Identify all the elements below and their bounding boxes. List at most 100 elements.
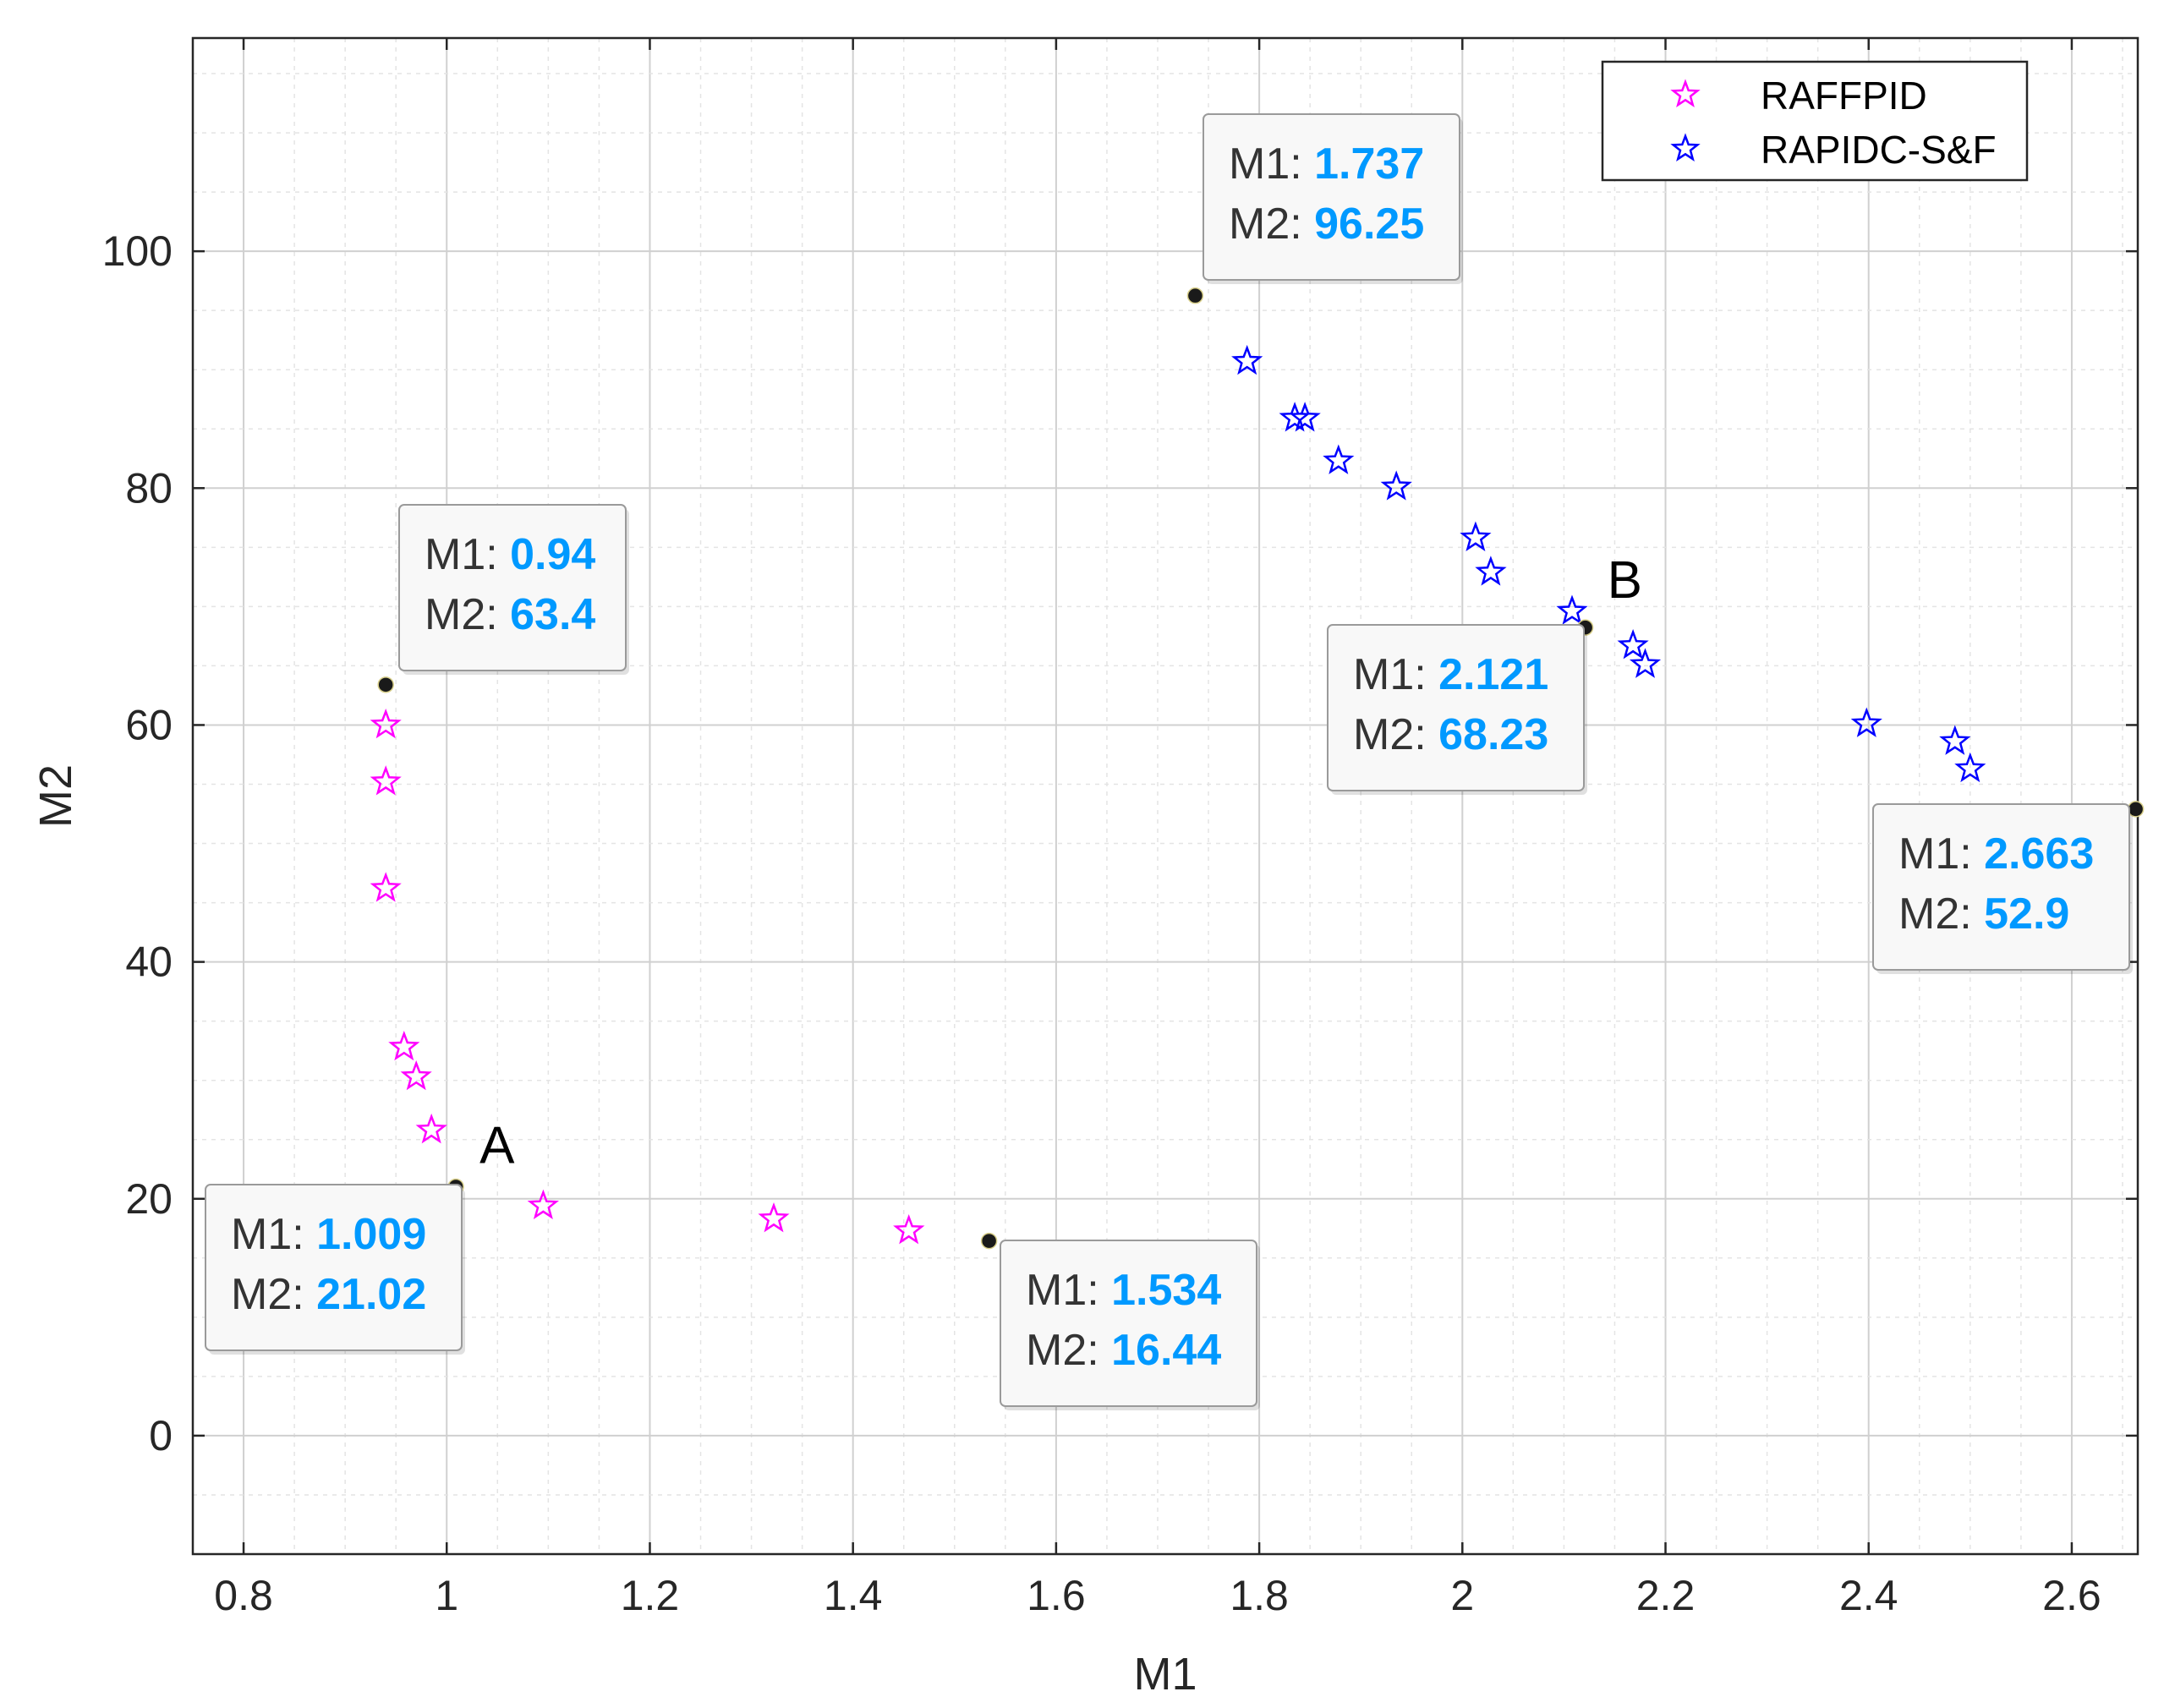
- y-tick-label: 100: [102, 227, 173, 275]
- x-tick-label: 0.8: [214, 1572, 273, 1619]
- highlighted-points: [377, 287, 2145, 1250]
- legend-box: [1601, 60, 2029, 182]
- plot-area: [191, 36, 2139, 1556]
- y-tick-label: 80: [125, 464, 173, 512]
- x-tick-label: 1: [435, 1572, 458, 1619]
- data-point: [758, 1202, 790, 1233]
- datatip-box: [1000, 1240, 1257, 1407]
- datatip-m1-line: M1: 2.663: [1898, 829, 2094, 879]
- legend-marker-raffpid: [1670, 79, 1701, 107]
- x-tick-label: 2: [1450, 1572, 1474, 1619]
- datatip-box: [1327, 624, 1585, 791]
- datatip-m2-value: 52.9: [1984, 890, 2069, 939]
- data-point: [415, 1113, 447, 1144]
- data-point: [1279, 402, 1311, 432]
- datatip-m1-line: M1: 1.737: [1229, 140, 1424, 189]
- datatip: M1: 1.534 M2: 16.44: [1000, 1240, 1260, 1410]
- highlighted-point: [377, 676, 394, 693]
- data-point: [1380, 470, 1412, 501]
- legend-entry-rapidc-sf: RAPIDC-S&F: [1761, 128, 1997, 172]
- datatip-m2-line: M2: 63.4: [425, 590, 595, 639]
- datatip-m1-line: M1: 1.534: [1026, 1266, 1221, 1315]
- datatip-m2-line: M2: 21.02: [231, 1270, 426, 1319]
- x-tick-label: 1.6: [1027, 1572, 1086, 1619]
- axis-ticks: 0.8 1 1.2 1.4 1.6 1.8 2 2.2 2.4 2.6 0 20 40 60 80 100: [102, 38, 2138, 1619]
- datatip-m1-value: 1.737: [1314, 140, 1424, 189]
- data-point: [1475, 556, 1507, 586]
- legend-marker-rapidc-sf: [1670, 133, 1701, 161]
- data-point: [1954, 752, 1986, 783]
- datatip-box: [1872, 803, 2130, 971]
- data-point: [1850, 707, 1882, 737]
- data-point: [1556, 594, 1588, 625]
- datatip-m2-value: 16.44: [1111, 1326, 1221, 1375]
- datatip-m2-value: 21.02: [316, 1270, 426, 1319]
- data-point: [370, 765, 402, 796]
- grid: [192, 38, 2138, 1555]
- datatip-m1-value: 2.121: [1438, 650, 1548, 699]
- x-tick-label: 1.2: [621, 1572, 680, 1619]
- data-point: [893, 1214, 925, 1245]
- y-tick-label: 40: [125, 939, 173, 986]
- data-series: [370, 344, 1986, 1245]
- datatip-box: [205, 1184, 463, 1351]
- datatip: M1: 0.94 M2: 63.4: [398, 504, 629, 675]
- legend-entry-raffpid: RAFFPID: [1761, 74, 1927, 118]
- datatip-m1-line: M1: 1.009: [231, 1210, 426, 1259]
- data-point: [1231, 344, 1263, 375]
- datatip-m1-value: 1.534: [1111, 1266, 1221, 1315]
- datatip-m2-value: 68.23: [1438, 710, 1548, 759]
- datatip-m1-key: M1:: [1229, 140, 1314, 189]
- data-point: [400, 1059, 432, 1091]
- datatip-m1-line: M1: 0.94: [425, 530, 595, 579]
- datatip-m2-line: M2: 96.25: [1229, 200, 1424, 249]
- legend: RAFFPID RAPIDC-S&F: [1601, 60, 2029, 182]
- data-point: [388, 1030, 420, 1061]
- data-point: [370, 872, 402, 902]
- datatip-m2-line: M2: 16.44: [1026, 1326, 1221, 1375]
- datatip-box: [1203, 113, 1460, 281]
- x-tick-label: 2.6: [2042, 1572, 2101, 1619]
- point-label-b: B: [1608, 551, 1642, 610]
- x-axis-label: M1: [1133, 1649, 1197, 1700]
- datatip-m2-value: 96.25: [1314, 200, 1424, 249]
- datatip-m1-value: 2.663: [1984, 829, 2094, 879]
- datatip-m1-key: M1:: [231, 1210, 316, 1259]
- y-tick-label: 60: [125, 701, 173, 748]
- data-point: [1289, 402, 1321, 432]
- datatip-m2-key: M2:: [1353, 710, 1438, 759]
- datatip-m1-key: M1:: [425, 530, 510, 579]
- datatip-m1-key: M1:: [1353, 650, 1438, 699]
- datatip-m1-value: 0.94: [510, 530, 595, 579]
- data-point: [1617, 629, 1649, 660]
- datatip-m2-key: M2:: [231, 1270, 316, 1319]
- x-tick-label: 2.2: [1636, 1572, 1696, 1619]
- series-raffpid: [370, 708, 925, 1245]
- x-tick-label: 2.4: [1839, 1572, 1898, 1619]
- data-point: [370, 708, 402, 739]
- datatip-m2-value: 63.4: [510, 590, 595, 639]
- datatip-m1-key: M1:: [1898, 829, 1984, 879]
- x-tick-label: 1.8: [1230, 1572, 1289, 1619]
- data-point: [1460, 521, 1492, 552]
- datatip-m2-line: M2: 52.9: [1898, 890, 2069, 939]
- data-point: [1323, 444, 1355, 474]
- data-point: [1939, 725, 1971, 755]
- highlighted-point: [980, 1232, 998, 1250]
- y-tick-label: 20: [125, 1175, 173, 1223]
- datatip-m2-key: M2:: [1229, 200, 1314, 249]
- highlighted-point: [1186, 287, 1204, 304]
- datatip-m2-key: M2:: [1026, 1326, 1111, 1375]
- x-tick-label: 1.4: [824, 1572, 883, 1619]
- y-axis-label: M2: [30, 764, 81, 828]
- data-point: [527, 1189, 559, 1219]
- datatip-m1-value: 1.009: [316, 1210, 426, 1259]
- datatip-m1-line: M1: 2.121: [1353, 650, 1548, 699]
- datatip-m2-key: M2:: [1898, 890, 1984, 939]
